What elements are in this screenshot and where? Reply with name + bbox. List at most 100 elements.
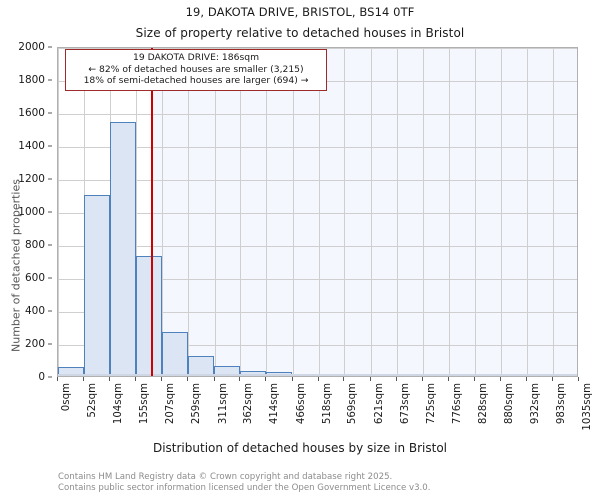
gridline-horizontal: [58, 279, 577, 280]
y-axis-tick-label: 1400: [18, 140, 45, 152]
gridline-horizontal: [58, 114, 577, 115]
x-axis-tick-label: 725sqm: [425, 383, 437, 425]
histogram-bar: [240, 371, 267, 376]
x-axis-tick-mark: [551, 377, 553, 381]
gridline-vertical: [266, 48, 268, 376]
y-axis-tick-mark: [48, 211, 52, 213]
x-axis-tick-label: 362sqm: [243, 383, 255, 425]
annotation-line-1: 19 DAKOTA DRIVE: 186sqm: [132, 52, 260, 63]
baseline-strip: [58, 374, 577, 376]
y-axis-tick-label: 800: [24, 239, 45, 251]
y-axis-tick-mark: [48, 145, 52, 147]
gridline-horizontal: [58, 312, 577, 313]
gridline-vertical: [448, 48, 450, 376]
x-axis-tick-mark: [265, 377, 267, 381]
histogram-bar: [110, 121, 137, 376]
y-axis-tick-label: 1800: [18, 74, 45, 86]
x-axis-tick-label: 414sqm: [269, 383, 281, 425]
x-axis-tick-mark: [187, 377, 189, 381]
y-axis: Number of detached properties 0 200 400 600…: [0, 41, 52, 383]
x-axis-tick-mark: [135, 377, 137, 381]
y-axis-tick-label: 1600: [18, 107, 45, 119]
gridline-vertical: [240, 48, 242, 376]
x-axis-tick-mark: [213, 377, 215, 381]
x-axis-tick-mark: [161, 377, 163, 381]
x-axis-tick-label: 207sqm: [165, 383, 177, 425]
plot-area: [57, 47, 578, 377]
annotation-line-2: ← 82% of detached houses are smaller (3,…: [88, 63, 304, 75]
gridline-vertical: [344, 48, 346, 376]
x-axis-tick-mark: [343, 377, 345, 381]
x-axis-tick-label: 880sqm: [503, 383, 515, 425]
x-axis-tick-label: 0sqm: [61, 383, 72, 412]
x-axis-tick-label: 518sqm: [321, 383, 333, 425]
chart-title: 19, DAKOTA DRIVE, BRISTOL, BS14 0TF: [185, 5, 415, 19]
x-axis-tick-mark: [578, 377, 579, 381]
histogram-bar: [84, 194, 111, 376]
x-axis-tick-label: 155sqm: [139, 383, 151, 425]
gridline-horizontal: [58, 48, 577, 49]
gridline-horizontal: [58, 246, 577, 247]
histogram-bar: [58, 366, 85, 376]
x-axis-label: Distribution of detached houses by size …: [152, 441, 448, 455]
histogram-bar: [214, 366, 241, 376]
y-axis-tick-mark: [48, 277, 52, 279]
gridline-vertical: [500, 48, 502, 376]
gridline-horizontal: [58, 147, 577, 148]
y-axis-tick-mark: [48, 343, 52, 345]
x-axis-tick-mark: [317, 377, 319, 381]
gridline-vertical: [58, 48, 59, 376]
gridline-horizontal: [58, 213, 577, 214]
histogram-bar: [188, 356, 215, 376]
gridline-vertical: [396, 48, 398, 376]
gridline-vertical: [474, 48, 476, 376]
x-axis-tick-label: 983sqm: [555, 383, 567, 425]
footer-attribution: Contains HM Land Registry data © Crown c…: [58, 472, 430, 495]
x-axis-tick-label: 259sqm: [191, 383, 203, 425]
y-axis-tick-mark: [48, 46, 52, 48]
histogram-bar: [162, 332, 189, 376]
y-axis-tick-mark: [48, 244, 52, 246]
y-axis-tick-label: 200: [24, 338, 45, 350]
y-axis-tick-mark: [48, 178, 52, 180]
x-axis-tick-label: 828sqm: [477, 383, 489, 425]
gridline-vertical: [370, 48, 372, 376]
y-axis-tick-label: 0: [38, 371, 45, 383]
chart-subtitle: Size of property relative to detached ho…: [135, 25, 465, 40]
x-axis-tick-mark: [239, 377, 241, 381]
gridline-vertical: [552, 48, 554, 376]
x-axis-tick-mark: [499, 377, 501, 381]
x-axis-tick-mark: [83, 377, 85, 381]
x-axis-tick-mark: [526, 377, 528, 381]
x-axis-tick-label: 569sqm: [347, 383, 359, 425]
gridline-horizontal: [58, 345, 577, 346]
property-marker-line: [150, 48, 153, 376]
x-axis-tick-mark: [291, 377, 293, 381]
y-axis-tick-mark: [48, 112, 52, 114]
histogram-bar: [136, 255, 163, 376]
y-axis-tick-label: 2000: [18, 41, 45, 53]
footer-line-1: Contains HM Land Registry data © Crown c…: [58, 472, 393, 482]
x-axis-tick-mark: [473, 377, 475, 381]
x-axis-tick-mark: [369, 377, 371, 381]
x-axis-tick-label: 932sqm: [530, 383, 542, 425]
x-axis: 0sqm 52sqm 104sqm 155sqm 207sqm 259sqm 311sqm 3…: [57, 377, 593, 443]
x-axis-tick-label: 52sqm: [87, 383, 99, 418]
x-axis-tick-mark: [421, 377, 423, 381]
x-axis-tick-label: 311sqm: [217, 383, 229, 425]
marker-shaded-region: [151, 48, 577, 376]
gridline-vertical: [527, 48, 529, 376]
x-axis-tick-mark: [395, 377, 397, 381]
y-axis-tick-label: 1200: [18, 173, 45, 185]
y-axis-tick-label: 600: [24, 272, 45, 284]
x-axis-tick-label: 621sqm: [373, 383, 385, 425]
x-axis-tick-label: 1035sqm: [582, 383, 593, 431]
x-axis-tick-label: 776sqm: [451, 383, 463, 425]
x-axis-tick-label: 466sqm: [295, 383, 307, 425]
footer-line-2: Contains public sector information licen…: [58, 483, 431, 494]
x-axis-tick-label: 673sqm: [399, 383, 411, 425]
gridline-vertical: [162, 48, 164, 376]
gridline-vertical: [188, 48, 190, 376]
gridline-vertical: [136, 48, 138, 376]
y-axis-tick-mark: [48, 79, 52, 81]
